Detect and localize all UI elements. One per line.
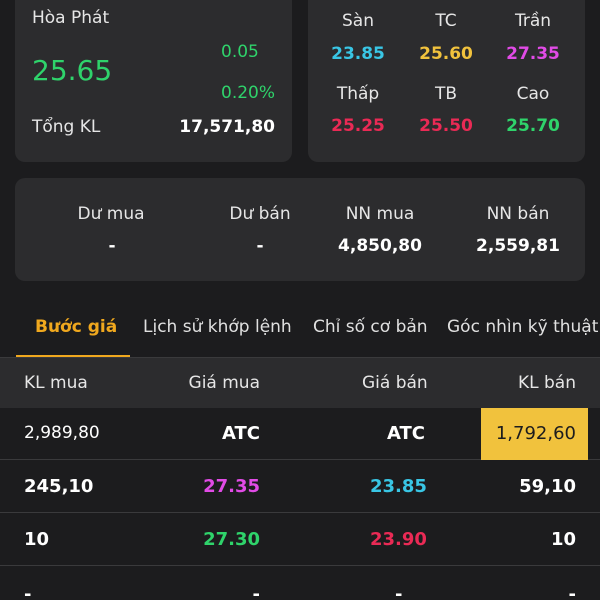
tab-match-history[interactable]: Lịch sử khớp lệnh: [143, 317, 292, 337]
foreign-trading-card: Dư mua - Dư bán - NN mua 4,850,80 NN bán…: [15, 178, 585, 281]
reference-value: 25.60: [419, 44, 473, 64]
sell-price: -: [395, 584, 403, 600]
stock-name: Hòa Phát: [32, 8, 110, 28]
order-row[interactable]: - - - -: [0, 567, 600, 600]
order-row[interactable]: 245,10 27.35 23.85 59,10: [0, 461, 600, 513]
ceiling-value: 27.35: [506, 44, 560, 64]
current-price: 25.65: [32, 54, 113, 87]
order-book-header: KL mua Giá mua Giá bán KL bán: [0, 358, 600, 408]
header-sell-price: Giá bán: [362, 373, 428, 393]
tab-price-steps[interactable]: Bước giá: [35, 317, 118, 337]
price-change: 0.05: [221, 42, 259, 62]
low-label: Thấp: [336, 84, 380, 104]
active-tab-indicator: [16, 355, 130, 358]
price-change-percent: 0.20%: [221, 83, 276, 103]
bid-surplus-label: Dư mua: [77, 204, 145, 224]
header-sell-volume: KL bán: [517, 373, 576, 393]
sell-volume: 59,10: [519, 476, 576, 497]
header-buy-price: Giá mua: [188, 373, 260, 393]
bid-surplus-value: -: [108, 236, 116, 256]
sell-volume: 10: [550, 529, 576, 550]
ask-surplus-label: Dư bán: [229, 204, 291, 224]
buy-volume: -: [24, 584, 32, 600]
tab-fundamentals[interactable]: Chỉ số cơ bản: [313, 317, 428, 337]
foreign-sell-value: 2,559,81: [476, 236, 560, 256]
buy-volume: 2,989,80: [24, 423, 100, 443]
sell-volume: 1,792,60: [495, 423, 576, 444]
high-label: Cao: [516, 84, 550, 104]
average-value: 25.50: [419, 116, 473, 136]
sell-price: 23.85: [370, 476, 427, 497]
total-volume-label: Tổng KL: [32, 117, 101, 137]
foreign-sell-label: NN bán: [486, 204, 550, 224]
stock-summary-card: Hòa Phát 25.65 0.05 0.20% Tổng KL 17,571…: [15, 0, 292, 162]
sell-price: 23.90: [370, 529, 427, 550]
high-value: 25.70: [506, 116, 560, 136]
low-value: 25.25: [331, 116, 385, 136]
reference-label: TC: [435, 11, 457, 31]
sell-volume-highlight: [481, 408, 588, 460]
floor-value: 23.85: [331, 44, 385, 64]
foreign-buy-label: NN mua: [345, 204, 415, 224]
buy-price: -: [252, 584, 260, 600]
sell-price: ATC: [387, 423, 426, 444]
buy-price: 27.35: [203, 476, 260, 497]
buy-volume: 10: [24, 529, 50, 550]
total-volume-value: 17,571,80: [179, 117, 275, 137]
order-row[interactable]: 2,989,80 ATC ATC 1,792,60: [0, 408, 600, 460]
ask-surplus-value: -: [256, 236, 264, 256]
floor-label: Sàn: [342, 11, 374, 31]
foreign-buy-value: 4,850,80: [338, 236, 422, 256]
tab-divider: [0, 357, 600, 358]
buy-price: ATC: [221, 423, 260, 444]
header-buy-volume: KL mua: [24, 373, 88, 393]
reference-prices-card: Sàn 23.85 TC 25.60 Trần 27.35 Thấp 25.25…: [308, 0, 585, 162]
buy-price: 27.30: [203, 529, 260, 550]
ceiling-label: Trần: [514, 11, 552, 31]
order-row[interactable]: 10 27.30 23.90 10: [0, 514, 600, 566]
sell-volume: -: [568, 584, 576, 600]
tab-technical-view[interactable]: Góc nhìn kỹ thuật: [447, 317, 599, 337]
tab-bar: Bước giá Lịch sử khớp lệnh Chỉ số cơ bản…: [0, 305, 600, 359]
buy-volume: 245,10: [24, 476, 94, 497]
average-label: TB: [434, 84, 458, 104]
